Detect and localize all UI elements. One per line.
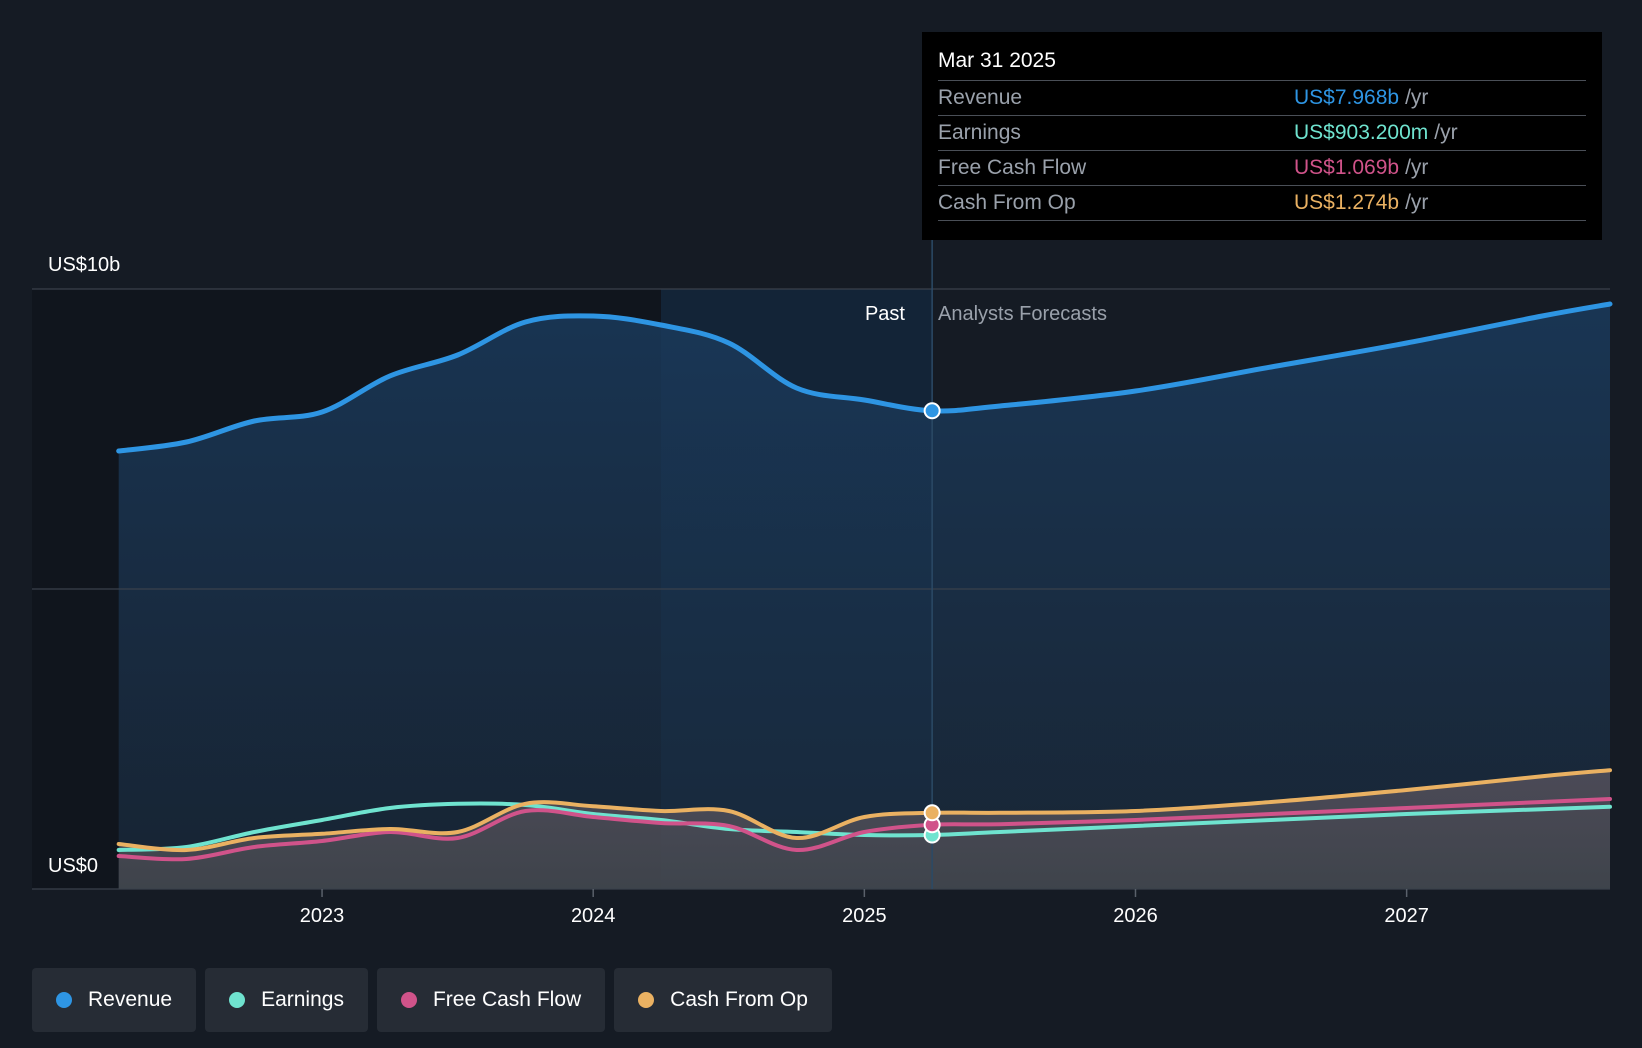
tooltip-name: Earnings	[938, 121, 1021, 144]
legend-item-fcf[interactable]: Free Cash Flow	[376, 968, 606, 1032]
tooltip-name: Revenue	[938, 86, 1023, 109]
legend-label: Earnings	[261, 988, 344, 1011]
tooltip-value: US$7.968b	[1294, 86, 1400, 109]
revenue-line	[116, 301, 1613, 454]
tooltip-unit: /yr	[1405, 86, 1429, 109]
revenue-dot-icon	[56, 992, 72, 1008]
x-tick-label: 2023	[300, 905, 345, 927]
lower-area	[118, 770, 1610, 889]
fcf-dot-icon	[400, 992, 417, 1008]
tooltip-value: US$903.200m	[1294, 121, 1429, 144]
x-tick-label: 2026	[1113, 905, 1158, 927]
earnings-dot-icon	[229, 992, 246, 1008]
y-axis-bottom-label: US$0	[48, 855, 98, 877]
tooltip-unit: /yr	[1434, 121, 1458, 144]
past-label: Past	[865, 303, 905, 325]
tooltip-row-revenue: Revenue US$7.968b /yr	[938, 81, 1586, 116]
y-axis-top-label: US$10b	[48, 254, 120, 276]
x-tick-label: 2024	[571, 905, 616, 927]
tooltip-date: Mar 31 2025	[938, 46, 1586, 81]
tooltip-unit: /yr	[1405, 191, 1429, 214]
tooltip-value: US$1.274b	[1294, 191, 1400, 214]
revenue-area	[118, 304, 1610, 889]
legend-label: Free Cash Flow	[432, 988, 582, 1011]
forecast-label: Analysts Forecasts	[938, 303, 1107, 325]
tooltip-row-fcf: Free Cash Flow US$1.069b /yr	[938, 151, 1586, 186]
tooltip: Mar 31 2025 Revenue US$7.968b /yr Earnin…	[922, 32, 1602, 240]
legend-item-cfo[interactable]: Cash From Op	[614, 968, 832, 1032]
legend-item-earnings[interactable]: Earnings	[205, 968, 368, 1032]
legend-item-revenue[interactable]: Revenue	[32, 968, 197, 1032]
fcf-line	[116, 797, 1612, 862]
tooltip-row-earnings: Earnings US$903.200m /yr	[938, 116, 1586, 151]
legend-label: Cash From Op	[670, 988, 808, 1011]
legend-label: Revenue	[88, 988, 173, 1011]
cfo-line	[116, 768, 1612, 853]
tooltip-unit: /yr	[1405, 156, 1429, 179]
tooltip-name: Free Cash Flow	[938, 156, 1087, 179]
cfo-marker[interactable]	[923, 804, 941, 822]
revenue-marker[interactable]	[923, 402, 941, 420]
x-tick-label: 2025	[842, 905, 887, 927]
cfo-dot-icon	[638, 992, 655, 1008]
x-tick-label: 2027	[1384, 905, 1429, 927]
tooltip-value: US$1.069b	[1294, 156, 1400, 179]
earnings-line	[116, 801, 1612, 852]
tooltip-name: Cash From Op	[938, 191, 1076, 214]
legend: Revenue Earnings Free Cash Flow Cash Fro…	[32, 968, 832, 1032]
tooltip-row-cfo: Cash From Op US$1.274b /yr	[938, 186, 1586, 221]
